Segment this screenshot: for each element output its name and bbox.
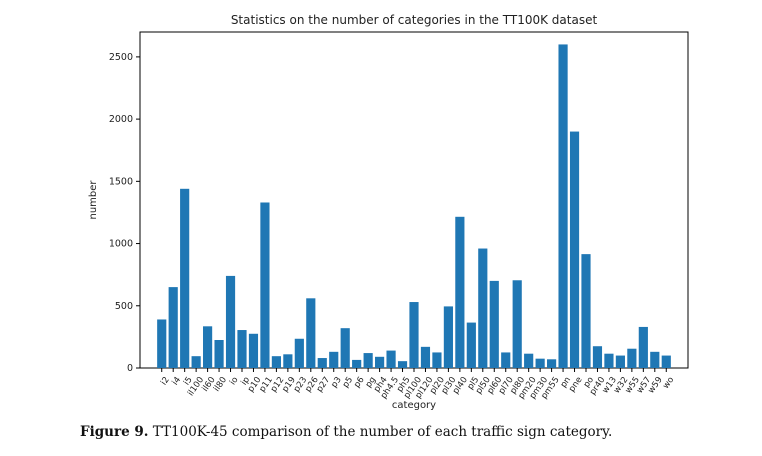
bar-ph4 [375,356,385,368]
bar-w59 [650,351,660,368]
bar-pl30 [443,306,453,368]
y-tick-label: 1000 [109,239,133,250]
caption-text: TT100K-45 comparison of the number of ea… [152,424,613,440]
x-axis-label: category [392,400,436,411]
bar-chart: Statistics on the number of categories i… [88,13,689,411]
bar-pm20 [524,353,534,368]
bar-pm30 [535,358,545,368]
bar-pl20 [432,352,442,368]
bar-p5 [340,328,350,368]
chart-title: Statistics on the number of categories i… [231,13,598,27]
bar-pn [558,44,568,368]
bar-pl60 [489,280,499,368]
bar-ph5 [397,361,408,368]
bar-pl50 [478,248,488,368]
bar-i2 [157,319,167,368]
bar-pm55 [547,359,557,368]
bar-p11 [260,202,270,368]
bars-group [157,44,671,368]
bar-p26 [306,298,316,368]
bar-pl120 [420,346,431,368]
bar-i5 [180,188,190,368]
bar-pl80 [512,280,522,368]
y-tick-label: 500 [115,301,133,312]
bar-ph4.5 [386,350,396,368]
bar-w13 [604,353,614,368]
y-axis-label: number [88,180,99,220]
y-tick-label: 2000 [109,114,133,125]
bar-pne [569,131,580,368]
figure-caption: Figure 9. TT100K-45 comparison of the nu… [80,424,720,440]
y-tick-label: 2500 [109,52,133,63]
bar-il100 [191,356,201,368]
y-axis: 0 500 1000 1500 2000 2500 [109,52,140,374]
bar-pg [363,353,373,368]
bar-il80 [214,340,224,368]
caption-label: Figure 9. [80,424,149,440]
bar-w57 [638,326,648,368]
bar-p10 [248,333,259,368]
bar-wo [661,355,671,368]
bar-pl40 [455,216,465,368]
bar-p27 [317,358,327,368]
bar-w55 [627,348,637,368]
x-axis: i2i4i5il100il60il80ioipp10p11p12p19p23p2… [159,368,676,401]
bar-pl70 [501,352,511,368]
bar-pr40 [592,346,603,368]
bar-p6 [352,359,362,368]
bar-p19 [283,354,293,368]
bar-ip [237,330,247,368]
x-tick-label: io [228,375,241,387]
x-tick-label: po [582,375,596,389]
bar-il60 [203,326,213,368]
bar-io [225,275,236,368]
bar-pl5 [466,322,476,368]
y-tick-label: 0 [127,363,133,374]
bar-po [581,254,591,368]
y-tick-label: 1500 [109,176,133,187]
bar-i4 [168,287,178,368]
bar-w32 [615,355,625,368]
x-tick-label: wo [661,375,676,391]
x-tick-label: il80 [212,375,229,393]
bar-pl100 [409,302,419,368]
bar-p3 [329,351,339,368]
bar-p12 [271,356,281,368]
bar-p23 [294,338,304,368]
